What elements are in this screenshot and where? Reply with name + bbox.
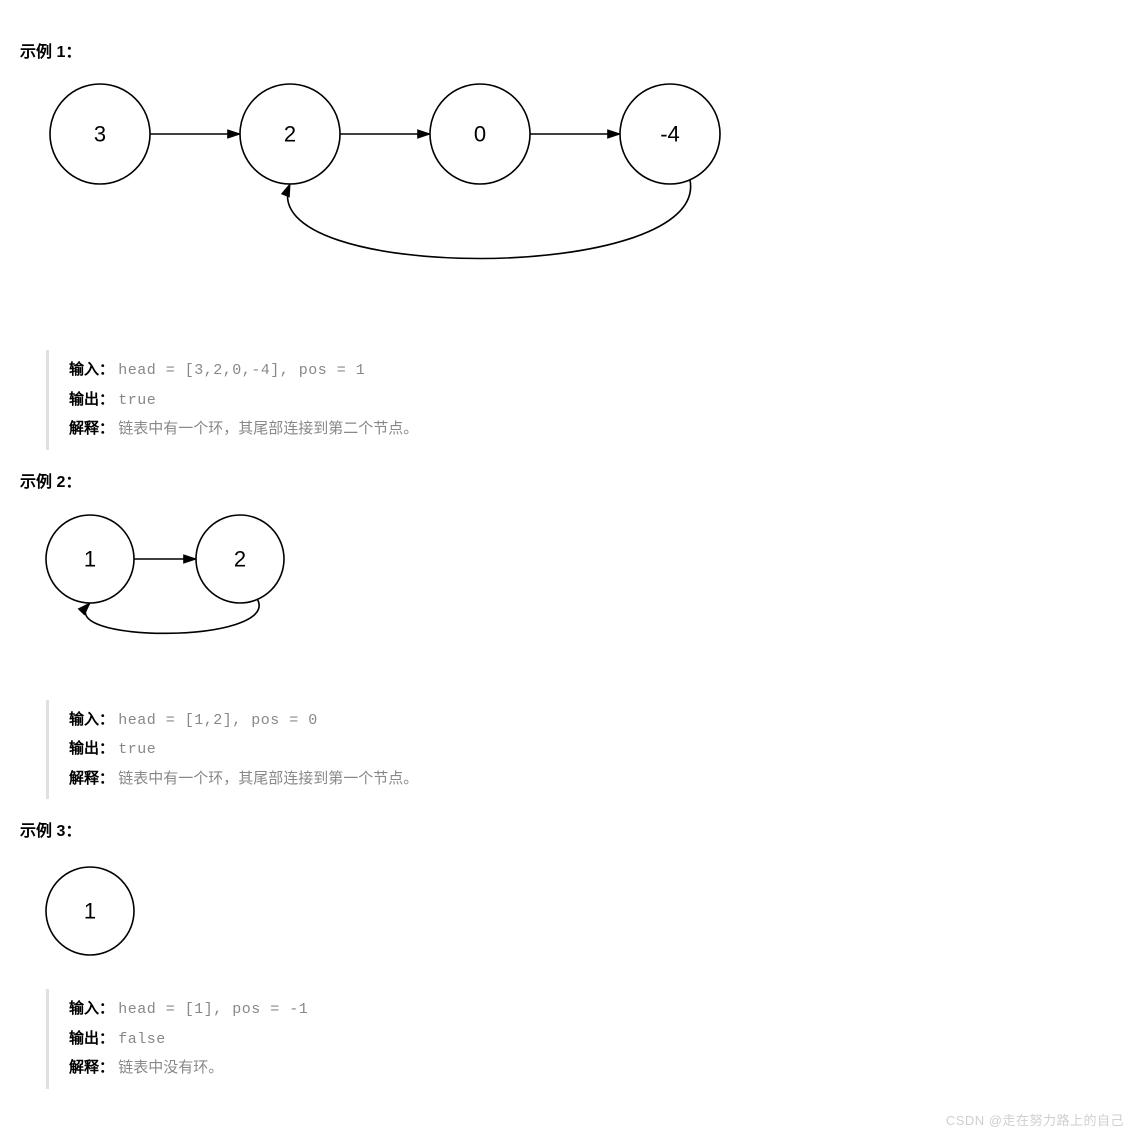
explain-value: 链表中有一个环，其尾部连接到第二个节点。 (118, 420, 418, 437)
explain-value: 链表中有一个环，其尾部连接到第一个节点。 (118, 770, 418, 787)
example-3-io: 输入： head = [1], pos = -1 输出： false 解释： 链… (46, 989, 1124, 1089)
example-3-title: 示例 3： (20, 817, 1124, 841)
input-label: 输入： (69, 711, 114, 728)
output-label: 输出： (69, 1030, 114, 1047)
example-1-title: 示例 1： (20, 38, 1124, 62)
svg-text:-4: -4 (660, 122, 680, 147)
example-1-diagram: 3 2 0 -4 (20, 74, 1124, 334)
svg-text:1: 1 (84, 546, 96, 571)
output-label: 输出： (69, 740, 114, 757)
explain-value: 链表中没有环。 (118, 1059, 223, 1076)
output-label: 输出： (69, 391, 114, 408)
explain-label: 解释： (69, 420, 114, 437)
input-label: 输入： (69, 361, 114, 378)
explain-label: 解释： (69, 770, 114, 787)
svg-text:2: 2 (284, 122, 296, 147)
output-value: true (118, 741, 156, 758)
svg-text:3: 3 (94, 122, 106, 147)
svg-text:1: 1 (84, 899, 96, 924)
svg-text:0: 0 (474, 122, 486, 147)
output-value: true (118, 392, 156, 409)
input-value: head = [1], pos = -1 (118, 1001, 308, 1018)
example-1-io: 输入： head = [3,2,0,-4], pos = 1 输出： true … (46, 350, 1124, 450)
input-value: head = [1,2], pos = 0 (118, 712, 318, 729)
input-value: head = [3,2,0,-4], pos = 1 (118, 362, 365, 379)
example-2-diagram: 12 (20, 504, 1124, 684)
watermark: CSDN @走在努力路上的自己 (946, 1110, 1124, 1129)
svg-text:2: 2 (234, 546, 246, 571)
example-3-diagram: 1 (20, 853, 1124, 973)
example-2-io: 输入： head = [1,2], pos = 0 输出： true 解释： 链… (46, 700, 1124, 800)
explain-label: 解释： (69, 1059, 114, 1076)
example-2-title: 示例 2： (20, 468, 1124, 492)
input-label: 输入： (69, 1000, 114, 1017)
output-value: false (118, 1031, 166, 1048)
